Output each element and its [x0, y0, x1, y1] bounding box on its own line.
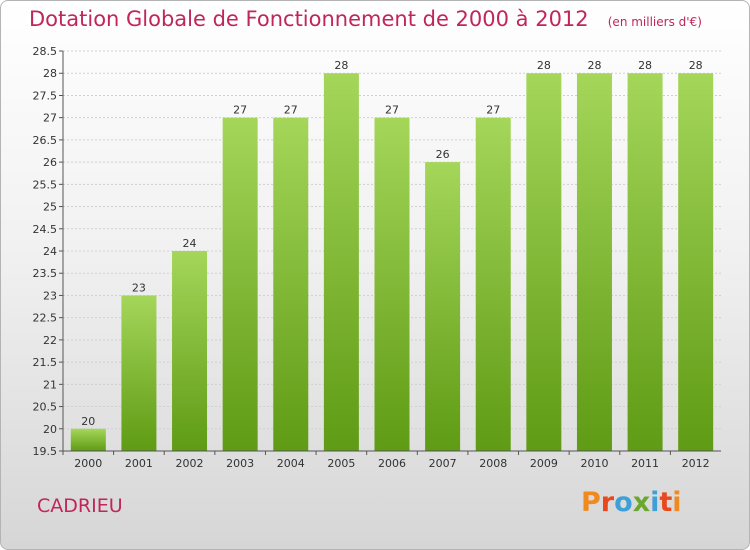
y-tick-label: 19.5: [33, 445, 58, 458]
y-tick-label: 21.5: [33, 356, 58, 369]
x-tick-label: 2003: [226, 457, 254, 470]
data-label: 27: [284, 104, 298, 117]
logo-letter: i: [672, 487, 682, 518]
commune-name: CADRIEU: [37, 495, 123, 517]
logo-letter: t: [659, 487, 673, 518]
x-tick-label: 2006: [378, 457, 406, 470]
logo-letter: x: [632, 487, 651, 518]
x-tick-label: 2012: [682, 457, 710, 470]
data-label: 27: [385, 104, 399, 117]
logo-letter: o: [614, 487, 633, 518]
data-label: 28: [587, 59, 601, 72]
x-tick-label: 2011: [631, 457, 659, 470]
y-tick-label: 26: [43, 156, 57, 169]
y-tick-label: 20.5: [33, 401, 58, 414]
y-tick-label: 24: [43, 245, 57, 258]
x-tick-label: 2008: [479, 457, 507, 470]
y-tick-label: 27: [43, 112, 57, 125]
y-tick-label: 25.5: [33, 178, 58, 191]
bar: [475, 117, 511, 452]
bar: [374, 117, 410, 452]
x-tick-label: 2005: [327, 457, 355, 470]
data-label: 28: [537, 59, 551, 72]
x-tick-label: 2007: [429, 457, 457, 470]
y-tick-label: 28: [43, 67, 57, 80]
data-label: 26: [436, 148, 450, 161]
y-tick-label: 21: [43, 378, 57, 391]
proxiti-logo: Proxiti: [581, 487, 682, 518]
logo-letter: i: [650, 487, 660, 518]
x-tick-label: 2009: [530, 457, 558, 470]
chart-unit: (en milliers d'€): [607, 15, 702, 29]
x-tick-label: 2010: [580, 457, 608, 470]
y-tick-label: 23: [43, 289, 57, 302]
x-tick-label: 2001: [125, 457, 153, 470]
data-label: 28: [689, 59, 703, 72]
y-tick-label: 27.5: [33, 89, 58, 102]
data-label: 28: [334, 59, 348, 72]
bar: [576, 73, 612, 451]
y-tick-label: 28.5: [33, 45, 58, 58]
data-label: 27: [233, 104, 247, 117]
bar: [526, 73, 562, 451]
axes: [59, 50, 721, 455]
bar: [222, 117, 258, 452]
title-row: Dotation Globale de Fonctionnement de 20…: [29, 7, 702, 31]
logo-letter: P: [581, 487, 601, 518]
bar: [627, 73, 663, 451]
bar: [172, 251, 208, 451]
y-tick-label: 20: [43, 423, 57, 436]
y-tick-label: 26.5: [33, 134, 58, 147]
bar: [678, 73, 714, 451]
bar: [121, 295, 157, 451]
logo-letter: r: [600, 487, 615, 518]
x-tick-label: 2000: [74, 457, 102, 470]
y-tick-label: 23.5: [33, 267, 58, 280]
bar: [273, 117, 309, 452]
bars: [70, 73, 714, 452]
y-tick-label: 22: [43, 334, 57, 347]
x-tick-label: 2002: [176, 457, 204, 470]
bar: [323, 73, 359, 451]
data-label: 24: [183, 237, 197, 250]
data-label: 28: [638, 59, 652, 72]
data-label: 20: [81, 415, 95, 428]
labels: 19.5 20 20.5 21 21.5 22 22.5 23 23.5 24 24.5 25 25.5…: [33, 45, 710, 470]
bar: [70, 428, 106, 451]
y-tick-label: 22.5: [33, 312, 58, 325]
chart-title: Dotation Globale de Fonctionnement de 20…: [29, 7, 589, 31]
x-tick-label: 2004: [277, 457, 305, 470]
y-tick-label: 25: [43, 201, 57, 214]
data-label: 27: [486, 104, 500, 117]
bar: [425, 162, 461, 451]
y-tick-label: 24.5: [33, 223, 58, 236]
data-label: 23: [132, 281, 146, 294]
